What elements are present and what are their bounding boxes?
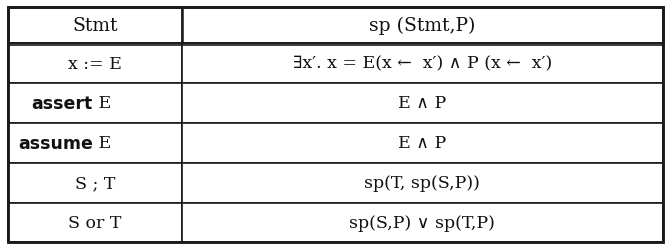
Text: assert: assert: [32, 94, 93, 112]
Text: E ∧ P: E ∧ P: [398, 95, 446, 112]
Text: E: E: [93, 95, 111, 112]
Text: Stmt: Stmt: [72, 17, 117, 35]
Bar: [182, 163, 663, 203]
Text: S ; T: S ; T: [74, 174, 115, 192]
Text: E: E: [93, 135, 111, 152]
Text: sp (Stmt,P): sp (Stmt,P): [369, 16, 476, 35]
Text: x := E: x := E: [68, 55, 121, 72]
Text: S or T: S or T: [68, 214, 121, 231]
Bar: [182, 203, 663, 242]
Bar: [8, 203, 182, 242]
Text: assume: assume: [18, 134, 93, 152]
Bar: [182, 44, 663, 84]
Bar: [8, 84, 182, 123]
Bar: [8, 44, 182, 84]
Text: sp(S,P) ∨ sp(T,P): sp(S,P) ∨ sp(T,P): [350, 214, 495, 231]
Bar: [8, 163, 182, 203]
Bar: [8, 123, 182, 163]
Bar: [182, 84, 663, 123]
Text: sp(T, sp(S,P)): sp(T, sp(S,P)): [364, 174, 480, 192]
Bar: [182, 123, 663, 163]
Bar: [8, 8, 182, 44]
Bar: [182, 8, 663, 44]
Text: ∃x′. x = E(x ←  x′) ∧ P (x ←  x′): ∃x′. x = E(x ← x′) ∧ P (x ← x′): [293, 55, 552, 72]
Text: E ∧ P: E ∧ P: [398, 135, 446, 152]
